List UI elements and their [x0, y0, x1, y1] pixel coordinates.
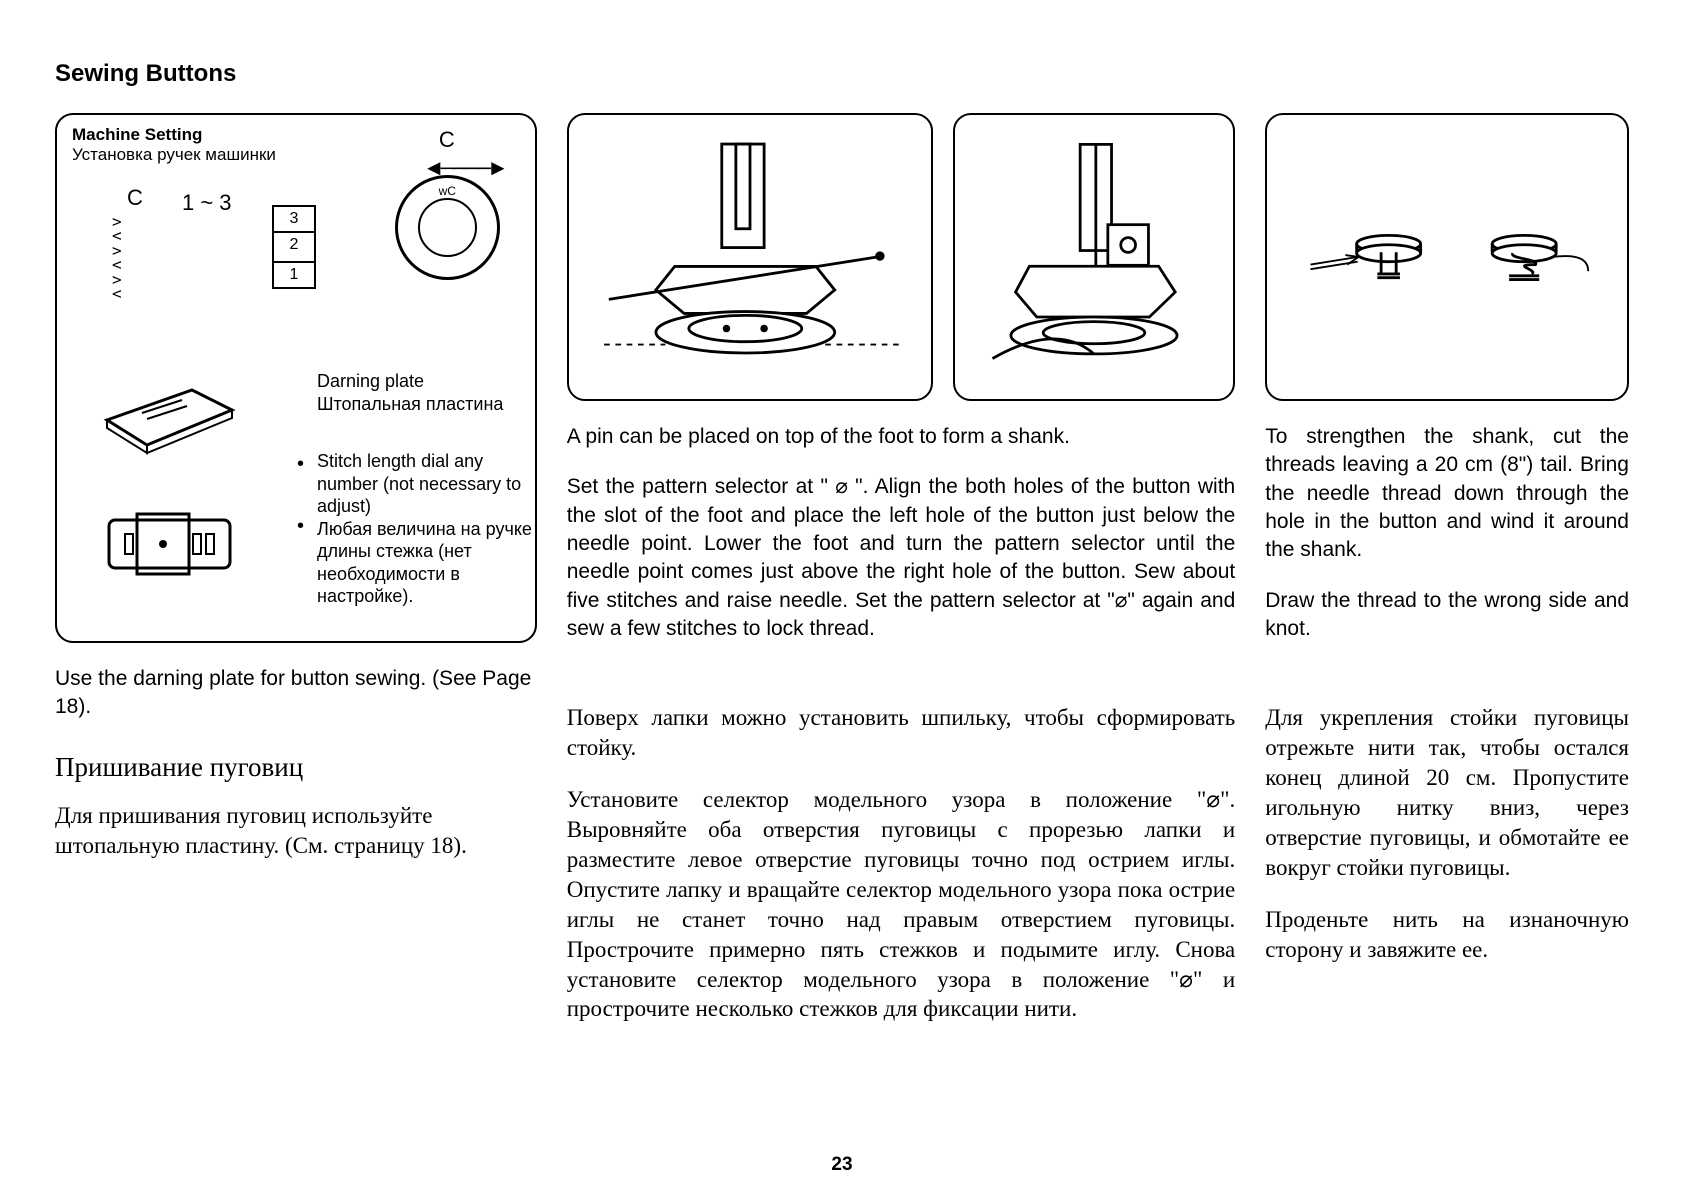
slider-3: 3 — [272, 205, 316, 233]
right-p1-ru: Для укрепления стойки пуговицы отрежьте … — [1265, 703, 1629, 882]
stitch-note-en: Stitch length dial any number (not neces… — [317, 450, 532, 518]
left-note-en: Use the darning plate for button sewing.… — [55, 665, 537, 722]
zigzag-range: 1 ~ 3 — [182, 190, 232, 216]
darning-plate-label: Darning plate Штопальная пластина — [317, 370, 503, 417]
column-middle: A pin can be placed on top of the foot t… — [567, 113, 1236, 1024]
mid-p2-ru: Установите селектор модельного узора в п… — [567, 785, 1236, 1024]
bullet-icon: • — [297, 515, 304, 538]
feed-dog-plate-icon — [107, 510, 232, 580]
mid-p2-en: Set the pattern selector at " ⌀ ". Align… — [567, 473, 1236, 643]
machine-setting-panel: Machine Setting Установка ручек машинки … — [55, 113, 537, 643]
page-title-en: Sewing Buttons — [55, 60, 1629, 88]
stitch-note-ru: Любая величина на ручке длины стежка (не… — [317, 518, 532, 608]
column-right: To strengthen the shank, cut the threads… — [1265, 113, 1629, 1024]
zigzag-c-label: C — [127, 185, 143, 211]
stitch-length-slider-icon: 3 2 1 — [272, 205, 316, 305]
column-left: Machine Setting Установка ручек машинки … — [55, 113, 537, 1024]
bullet-icon: • — [297, 453, 304, 476]
illustration-shank — [1265, 113, 1629, 401]
left-note-ru: Для пришивания пуговиц используйте штопа… — [55, 801, 537, 861]
right-p1-en: To strengthen the shank, cut the threads… — [1265, 423, 1629, 565]
page-number: 23 — [831, 1154, 852, 1176]
darning-ru: Штопальная пластина — [317, 393, 503, 416]
darning-plate-icon — [97, 365, 242, 460]
mid-p1-en: A pin can be placed on top of the foot t… — [567, 423, 1236, 451]
right-p2-ru: Проденьте нить на изнаночную сторону и з… — [1265, 905, 1629, 965]
illustration-foot-side — [953, 113, 1235, 401]
illustration-foot-pin — [567, 113, 933, 401]
pattern-dial-icon: wC — [395, 175, 500, 280]
mid-p1-ru: Поверх лапки можно установить шпильку, ч… — [567, 703, 1236, 763]
main-columns: Machine Setting Установка ручек машинки … — [55, 113, 1629, 1024]
right-p2-en: Draw the thread to the wrong side and kn… — [1265, 587, 1629, 644]
zigzag-icon: ><><>< — [112, 215, 122, 301]
stitch-length-note: Stitch length dial any number (not neces… — [317, 450, 532, 608]
page-title-ru: Пришивание пуговиц — [55, 752, 537, 783]
darning-en: Darning plate — [317, 370, 503, 393]
slider-2: 2 — [272, 233, 316, 261]
dial-c-label: C — [439, 127, 455, 153]
slider-1: 1 — [272, 261, 316, 289]
middle-illustrations — [567, 113, 1236, 401]
